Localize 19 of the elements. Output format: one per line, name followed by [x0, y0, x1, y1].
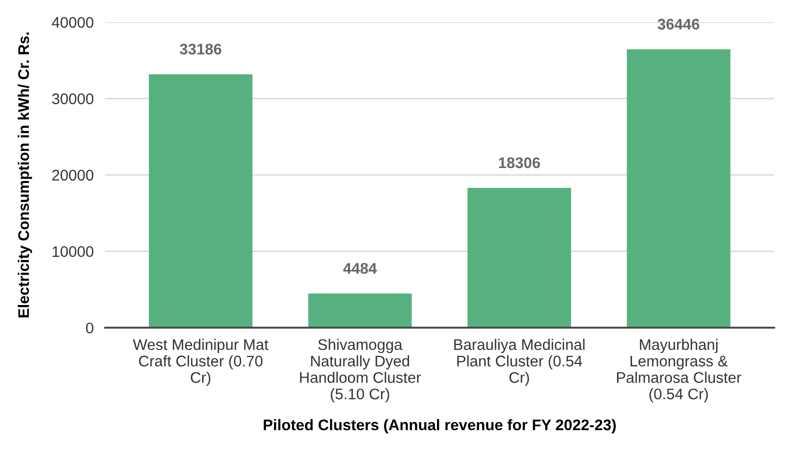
bar — [148, 74, 252, 328]
y-tick-label: 0 — [86, 322, 94, 334]
data-label: 18306 — [499, 157, 540, 168]
x-tick-label: Mayurbhanj Lemongrass & Palmarosa Cluster (0.54 Cr) — [617, 338, 742, 402]
y-tick-label: 20000 — [52, 170, 94, 181]
data-label: 36446 — [658, 18, 700, 30]
data-label: 33186 — [180, 44, 222, 55]
bar — [626, 49, 730, 328]
data-label: 4484 — [343, 262, 377, 274]
x-axis-title: Piloted Clusters (Annual revenue for FY 2022-23) — [264, 419, 616, 434]
x-tick-label: West Medinipur Mat Craft Cluster (0.70 Cr) — [132, 338, 268, 386]
y-tick-label: 40000 — [52, 17, 94, 28]
x-tick-label: Shivamogga Naturally Dyed Handloom Cluster (5.10 Cr) — [300, 338, 421, 402]
bar — [468, 188, 572, 328]
y-axis-title: Electricity Consumption in kWh/ Cr. Rs. — [18, 32, 32, 318]
y-tick-label: 30000 — [52, 93, 94, 104]
y-tick-label: 10000 — [52, 246, 94, 257]
bar — [308, 293, 412, 328]
x-tick-label: Barauliya Medicinal Plant Cluster (0.54 Cr) — [454, 338, 585, 386]
